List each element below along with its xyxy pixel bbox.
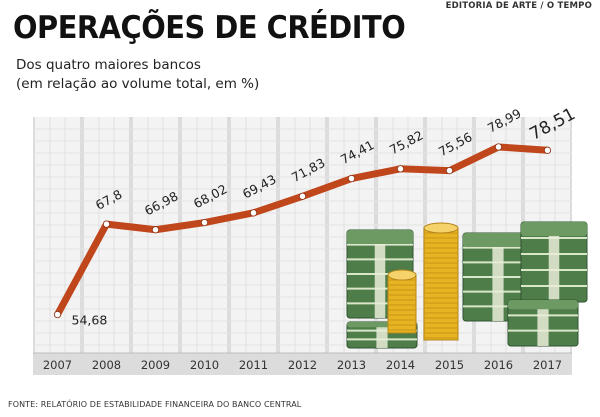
banknote-band (374, 230, 386, 318)
x-tick-label: 2014 (386, 358, 415, 372)
banknote-stack-middle (462, 232, 534, 322)
banknote-stack-right-bottom (507, 299, 579, 347)
banknote-top (521, 222, 587, 236)
coin-stack-body (387, 274, 417, 334)
data-point (347, 174, 356, 183)
data-point (249, 209, 258, 217)
grid-column (182, 117, 227, 353)
data-point (494, 143, 503, 151)
banknote-band (376, 322, 388, 348)
money-illustration (346, 221, 588, 349)
subtitle-line-1: Dos quatro maiores bancos (16, 57, 201, 73)
data-point (151, 226, 160, 234)
data-point (200, 218, 209, 227)
x-tick-label: 2012 (288, 358, 317, 372)
x-tick-label: 2013 (337, 358, 366, 372)
data-point (396, 165, 405, 173)
x-tick-label: 2011 (239, 358, 268, 372)
x-tick-label: 2009 (141, 358, 170, 372)
data-point (102, 220, 111, 228)
coin-top (387, 269, 417, 281)
x-tick-label: 2008 (92, 358, 121, 372)
data-point (298, 192, 307, 200)
x-tick-label: 2007 (43, 358, 72, 372)
banknote-top (347, 230, 413, 244)
banknote-stack-right-top (520, 221, 588, 303)
page-title: OPERAÇÕES DE CRÉDITO (13, 10, 406, 46)
banknote-top (508, 300, 578, 310)
grid-column (84, 117, 129, 353)
data-point (543, 146, 552, 154)
data-label: 54,68 (72, 313, 108, 328)
banknote-band (537, 300, 549, 346)
coin-stack-tall (423, 222, 459, 341)
subtitle-line-2: (em relação ao volume total, em %) (16, 76, 260, 92)
chart-subtitle: Dos quatro maiores bancos (em relação ao… (16, 56, 259, 94)
data-point (53, 310, 62, 319)
banknote-band (492, 233, 504, 321)
data-point (445, 167, 454, 175)
source-note: FONTE: RELATÓRIO DE ESTABILIDADE FINANCE… (8, 400, 302, 409)
x-tick-label: 2016 (484, 358, 513, 372)
x-tick-label: 2015 (435, 358, 464, 372)
coin-stack-short (387, 269, 417, 334)
banknote-band (548, 222, 560, 302)
coin-stack-body (423, 227, 459, 341)
x-tick-label: 2010 (190, 358, 219, 372)
credit-line: EDITORIA DE ARTE / O TEMPO (445, 1, 592, 11)
grid-column (280, 117, 325, 353)
coin-top (423, 222, 459, 234)
x-tick-label: 2017 (533, 358, 562, 372)
grid-column (133, 117, 178, 353)
grid-column (231, 117, 276, 353)
banknote-top (463, 233, 533, 247)
